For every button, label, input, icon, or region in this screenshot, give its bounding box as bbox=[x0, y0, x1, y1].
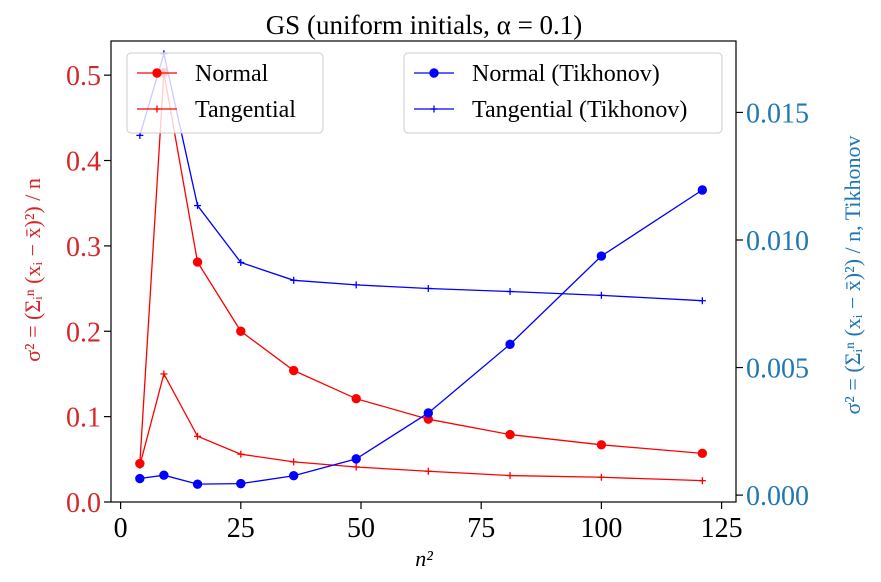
data-point bbox=[192, 479, 203, 489]
data-point bbox=[352, 281, 360, 289]
data-point bbox=[351, 394, 361, 404]
data-point bbox=[288, 471, 299, 481]
ticks-layer: 0 25 50 75 100 125 0.0 0.1 0.2 0.3 0.4 0.5 0.000 0.00… bbox=[66, 61, 809, 544]
data-point bbox=[194, 202, 202, 210]
y-left-tick-label: 0.2 bbox=[66, 317, 101, 348]
data-point bbox=[596, 251, 607, 261]
legend-label: Tangential bbox=[195, 97, 296, 123]
y-right-tick-label: 0.005 bbox=[746, 354, 809, 385]
data-point bbox=[596, 440, 607, 450]
legend-label: Normal bbox=[195, 61, 269, 87]
data-point bbox=[160, 370, 168, 378]
y-right-tick-label: 0.010 bbox=[746, 226, 809, 257]
data-point bbox=[194, 432, 202, 440]
legend-swatch-marker bbox=[152, 68, 162, 78]
legend-swatch-marker bbox=[153, 105, 161, 113]
data-point bbox=[288, 365, 299, 376]
data-point bbox=[698, 297, 706, 305]
y-left-tick-label: 0.5 bbox=[66, 61, 101, 92]
data-point bbox=[236, 326, 246, 336]
series-normal-tikhonov bbox=[135, 185, 708, 489]
y-right-tick-label: 0.015 bbox=[746, 98, 809, 129]
x-tick-label: 100 bbox=[580, 513, 622, 544]
data-point bbox=[290, 458, 298, 466]
plot-frame bbox=[110, 40, 737, 503]
y-left-tick-label: 0.3 bbox=[66, 232, 101, 263]
data-point bbox=[236, 478, 246, 489]
data-point bbox=[505, 339, 515, 350]
x-tick-label: 75 bbox=[467, 513, 495, 544]
data-point bbox=[506, 288, 514, 296]
data-point bbox=[237, 450, 245, 458]
y-right-tick-label: 0.000 bbox=[746, 481, 809, 512]
data-point bbox=[698, 477, 706, 485]
data-point bbox=[159, 470, 169, 480]
y-left-tick-label: 0.4 bbox=[66, 147, 101, 178]
y-left-tick-label: 0.0 bbox=[66, 488, 101, 519]
data-point bbox=[136, 461, 144, 469]
x-tick-label: 25 bbox=[227, 513, 255, 544]
data-point bbox=[290, 276, 298, 284]
legend-frame bbox=[403, 52, 723, 134]
x-tick-label: 125 bbox=[701, 513, 743, 544]
legend-swatch-marker bbox=[430, 105, 438, 113]
series-line bbox=[139, 372, 703, 482]
legend-label: Normal (Tikhonov) bbox=[472, 61, 660, 87]
x-tick-label: 50 bbox=[347, 513, 375, 544]
x-axis-label: n² bbox=[415, 546, 433, 571]
data-point bbox=[505, 429, 515, 440]
legend-right: Normal (Tikhonov) Tangential (Tikhonov) bbox=[403, 52, 723, 134]
x-tick-label: 0 bbox=[114, 513, 128, 544]
y-axis-label-right: σ² = (Σᵢⁿ (xᵢ − x̄)²) / n, Tikhonov bbox=[840, 135, 865, 414]
series-tangential bbox=[136, 370, 706, 485]
data-point bbox=[597, 291, 605, 299]
data-point bbox=[506, 472, 514, 480]
data-point bbox=[237, 258, 245, 266]
data-point bbox=[424, 467, 432, 475]
legend-swatch-marker bbox=[429, 68, 439, 78]
series-line bbox=[139, 189, 703, 485]
data-point bbox=[192, 257, 203, 267]
y-left-tick-label: 0.1 bbox=[66, 403, 101, 434]
legend-label: Tangential (Tikhonov) bbox=[472, 97, 687, 123]
legend-left: Normal Tangential bbox=[126, 52, 324, 134]
data-point bbox=[135, 473, 145, 484]
data-point bbox=[423, 408, 434, 418]
series-line bbox=[139, 72, 703, 464]
data-point bbox=[697, 448, 708, 459]
data-point bbox=[424, 284, 432, 292]
data-point bbox=[697, 185, 708, 195]
data-point bbox=[351, 454, 361, 464]
data-point bbox=[352, 463, 360, 471]
y-axis-label-left: σ² = (Σᵢⁿ (xᵢ − x̄)²) / n bbox=[20, 178, 45, 362]
data-point bbox=[597, 473, 605, 481]
chart-title: GS (uniform initials, α = 0.1) bbox=[266, 10, 583, 40]
